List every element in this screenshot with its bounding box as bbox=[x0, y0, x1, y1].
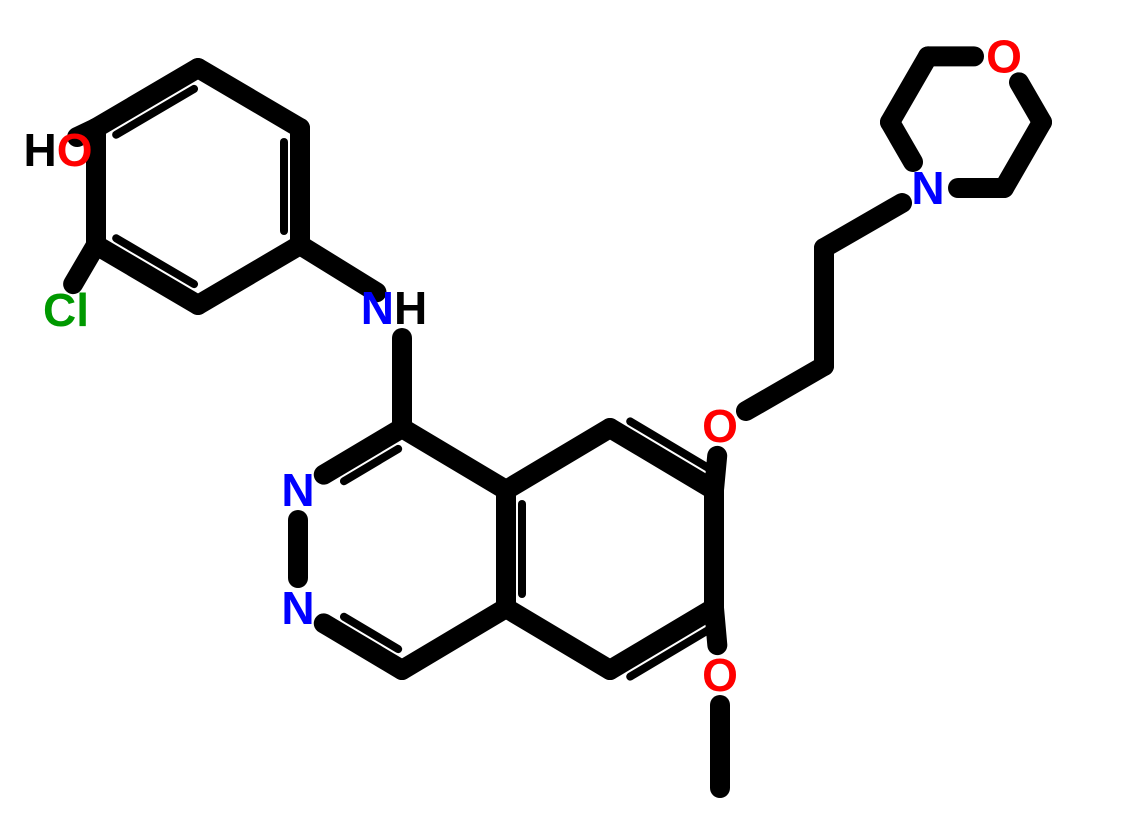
atom-label-HO: HO bbox=[23, 124, 92, 176]
atom-label-Nm: N bbox=[911, 162, 944, 214]
atom-glyph: N bbox=[911, 162, 944, 214]
atom-label-NH: NH bbox=[361, 282, 427, 334]
atom-label-Cl: Cl bbox=[43, 284, 89, 336]
atom-label-N3: N bbox=[281, 464, 314, 516]
atom-label-N1: N bbox=[281, 582, 314, 634]
atom-glyph: O bbox=[986, 30, 1022, 82]
molecule-canvas: HOClNHNNOONO bbox=[0, 0, 1140, 814]
atom-label-mO: O bbox=[986, 30, 1022, 82]
atom-label-O6: O bbox=[702, 400, 738, 452]
atom-glyph: N bbox=[361, 282, 394, 334]
atom-glyph: H bbox=[394, 282, 427, 334]
bond bbox=[714, 608, 717, 645]
atom-glyph: O bbox=[57, 124, 93, 176]
atom-glyph: N bbox=[281, 582, 314, 634]
atom-glyph: O bbox=[702, 400, 738, 452]
canvas-bg bbox=[0, 0, 1140, 814]
atom-glyph: O bbox=[702, 649, 738, 701]
atom-label-O7: O bbox=[702, 649, 738, 701]
atom-glyph: H bbox=[23, 124, 56, 176]
atom-glyph: N bbox=[281, 464, 314, 516]
bond bbox=[714, 456, 717, 490]
atom-glyph: Cl bbox=[43, 284, 89, 336]
